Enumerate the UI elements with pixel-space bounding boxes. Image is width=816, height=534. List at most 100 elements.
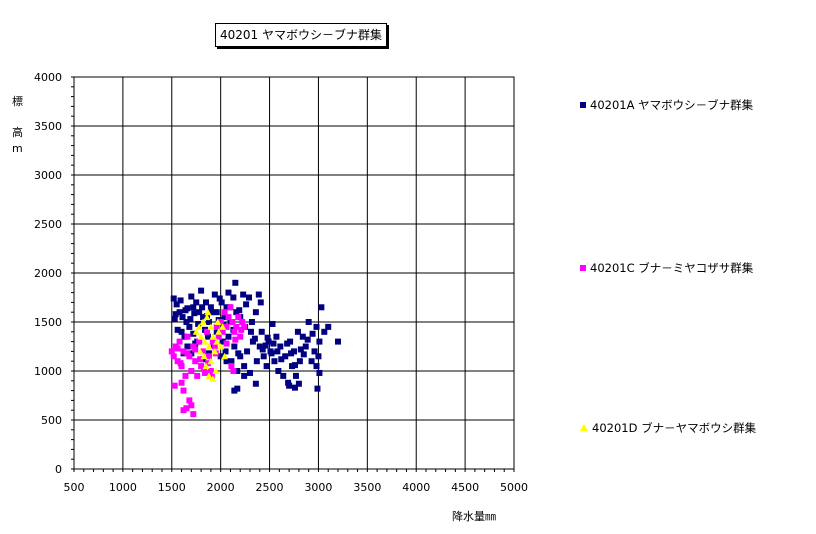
point-40201a xyxy=(248,319,255,325)
point-40201a xyxy=(231,343,238,350)
y-tick-label: 1000 xyxy=(34,365,62,378)
point-40201c xyxy=(188,402,195,409)
point-40201c xyxy=(180,387,187,394)
y-tick-label: 1500 xyxy=(34,316,62,329)
point-40201a xyxy=(299,333,306,340)
point-40201a xyxy=(269,320,276,327)
point-40201a xyxy=(217,353,224,360)
point-40201a xyxy=(223,358,230,365)
point-40201c xyxy=(233,323,240,330)
point-40201c xyxy=(194,372,201,379)
point-40201d xyxy=(214,318,222,325)
point-40201c xyxy=(180,348,187,355)
point-40201a xyxy=(325,323,332,330)
point-40201a xyxy=(271,358,278,365)
point-40201a xyxy=(264,334,271,341)
point-40201a xyxy=(244,348,251,355)
point-40201a xyxy=(207,304,214,311)
point-40201a xyxy=(222,348,229,355)
point-40201c xyxy=(215,333,222,340)
point-40201c xyxy=(231,328,238,335)
point-40201a xyxy=(257,299,264,306)
point-40201a xyxy=(296,358,303,365)
point-40201c xyxy=(184,350,191,357)
point-40201c xyxy=(228,363,235,370)
point-40201c xyxy=(192,346,199,353)
point-40201a xyxy=(199,304,206,311)
point-40201a xyxy=(260,353,267,360)
point-40201c xyxy=(211,343,218,350)
point-40201a xyxy=(188,293,195,300)
point-40201a xyxy=(251,335,258,342)
point-40201d xyxy=(200,352,208,360)
y-tick-label: 3000 xyxy=(34,169,62,182)
point-40201d xyxy=(217,343,225,350)
point-40201a xyxy=(198,287,205,294)
legend-label-c: 40201C ブナ－ミヤコザサ群集 xyxy=(590,261,754,275)
plot-frame xyxy=(73,76,515,470)
point-40201c xyxy=(170,353,177,360)
legend-item-a: 40201A ヤマボウシ－ブナ群集 xyxy=(580,97,753,113)
point-40201c xyxy=(235,314,242,321)
point-40201c xyxy=(221,309,228,316)
point-40201a xyxy=(208,309,215,316)
point-40201c xyxy=(192,358,199,365)
point-40201d xyxy=(209,333,217,340)
point-40201a xyxy=(282,353,289,360)
point-40201a xyxy=(274,348,281,355)
y-axis-label-3: m xyxy=(12,142,23,155)
point-40201c xyxy=(188,368,195,374)
point-40201a xyxy=(316,369,323,376)
y-tick-label: 3500 xyxy=(34,120,62,133)
point-40201a xyxy=(219,338,226,345)
point-40201c xyxy=(197,356,204,363)
point-40201c xyxy=(190,411,197,418)
point-40201a xyxy=(211,291,218,298)
data-points xyxy=(168,279,341,418)
y-axis-label-2: 高 xyxy=(12,126,23,139)
legend-item-c: 40201C ブナ－ミヤコザサ群集 xyxy=(580,260,753,276)
point-40201a xyxy=(173,301,180,308)
point-40201c xyxy=(227,304,234,311)
point-40201c xyxy=(209,338,216,345)
point-40201c xyxy=(200,348,207,355)
legend-label-a: 40201A ヤマボウシ－ブナ群集 xyxy=(590,98,754,112)
point-40201a xyxy=(313,323,320,330)
point-40201a xyxy=(177,297,184,304)
point-40201a xyxy=(321,328,328,335)
point-40201a xyxy=(246,294,253,301)
point-40201c xyxy=(208,372,215,379)
point-40201a xyxy=(204,333,211,340)
point-40201c xyxy=(203,328,210,335)
point-40201a xyxy=(277,343,284,350)
point-40201d xyxy=(207,357,215,365)
x-tick-label: 3500 xyxy=(353,481,381,494)
point-40201d xyxy=(192,328,200,335)
point-40201a xyxy=(200,314,207,321)
point-40201c xyxy=(219,328,226,335)
point-40201a xyxy=(241,363,248,370)
point-40201a xyxy=(191,310,198,317)
point-40201c xyxy=(184,333,191,340)
point-40201a xyxy=(176,309,183,316)
point-40201a xyxy=(218,299,225,306)
legend-item-d: 40201D ブナ－ヤマボウシ群集 xyxy=(580,420,756,436)
point-40201a xyxy=(172,311,179,318)
legend-marker-c xyxy=(580,265,586,271)
point-40201a xyxy=(273,333,280,340)
y-tick-labels: 0 500 1000 1500 2000 2500 3000 3500 4000 xyxy=(34,71,62,476)
point-40201d xyxy=(204,308,212,316)
point-40201a xyxy=(230,294,237,301)
point-40201a xyxy=(234,368,241,374)
point-40201d xyxy=(199,318,207,325)
point-40201a xyxy=(182,307,189,314)
point-40201a xyxy=(228,358,235,365)
point-40201a xyxy=(268,350,275,357)
point-40201c xyxy=(182,372,189,379)
point-40201c xyxy=(237,333,244,340)
point-40201a xyxy=(170,295,177,302)
point-40201a xyxy=(300,351,307,358)
point-40201d xyxy=(221,352,229,360)
point-40201a xyxy=(196,309,203,316)
